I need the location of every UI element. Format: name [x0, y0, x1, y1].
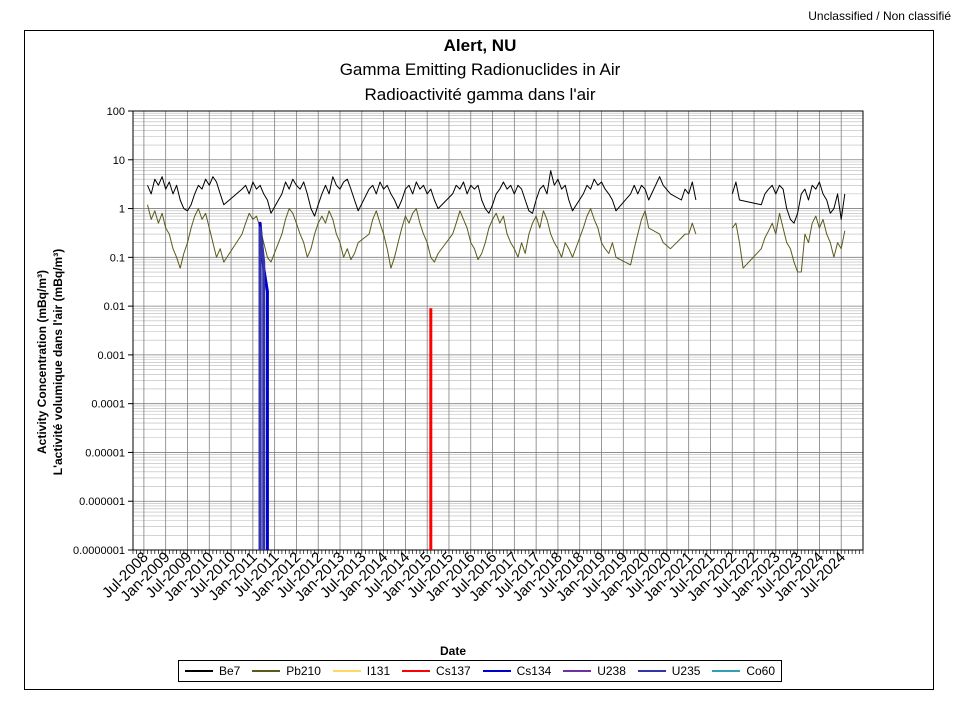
legend-item-i131: I131	[332, 664, 391, 678]
legend-label: U235	[671, 664, 701, 678]
legend-label: Pb210	[286, 664, 321, 678]
y-tick-label: 0.001	[97, 350, 125, 362]
legend-label: U238	[597, 664, 626, 678]
legend-swatch	[563, 670, 592, 672]
legend-swatch	[252, 670, 281, 672]
y-tick-label: 100	[107, 106, 125, 118]
legend-item-cs137: Cs137	[402, 664, 471, 678]
series-line-be7	[731, 181, 846, 224]
y-tick-label: 0.0001	[91, 399, 125, 411]
legend-label: Cs137	[436, 664, 471, 678]
classification-label: Unclassified / Non classifié	[808, 9, 951, 23]
legend-item-u238: U238	[563, 664, 626, 678]
legend-item-co60: Co60	[712, 664, 775, 678]
series-line-be7	[147, 170, 697, 217]
legend-swatch	[482, 670, 511, 672]
legend-label: I131	[366, 664, 391, 678]
x-axis-label: Date	[440, 644, 467, 658]
legend-label: Cs134	[516, 664, 552, 678]
chart-subtitle-en: Gamma Emitting Radionuclides in Air	[339, 60, 621, 79]
legend-item-be7: Be7	[184, 664, 241, 678]
legend-swatch	[637, 670, 666, 672]
chart-frame	[24, 30, 934, 690]
legend-swatch	[184, 670, 213, 672]
series-line-pb210	[731, 212, 846, 273]
legend-label: Co60	[746, 664, 776, 678]
plot-border	[132, 110, 864, 551]
legend-item-u235: U235	[637, 664, 701, 678]
y-tick-label: 0.0000001	[73, 545, 125, 557]
y-axis-label-en: Activity Concentration (mBq/m³)	[35, 269, 49, 455]
y-tick-label: 0.1	[110, 252, 125, 264]
chart-title: Alert, NU	[443, 36, 517, 55]
series-line-u235	[258, 226, 266, 550]
legend-swatch	[332, 670, 361, 672]
y-tick-label: 0.01	[104, 301, 125, 313]
chart-subtitle-fr: Radioactivité gamma dans l'air	[364, 85, 596, 104]
legend: Be7 Pb210 I131 Cs137 Cs134 U238 U235 Co60	[178, 660, 782, 682]
y-tick-label: 0.000001	[79, 496, 125, 508]
y-tick-label: 1	[119, 204, 125, 216]
legend-swatch	[402, 670, 431, 672]
legend-item-cs134: Cs134	[482, 664, 552, 678]
y-axis-label-fr: L'activité volumique dans l'air (mBq/m³)	[51, 248, 65, 476]
legend-label: Be7	[218, 664, 241, 678]
y-tick-label: 10	[113, 155, 125, 167]
legend-item-pb210: Pb210	[252, 664, 321, 678]
series-line-pb210	[147, 204, 697, 269]
legend-swatch	[712, 670, 741, 672]
y-tick-label: 0.00001	[85, 447, 125, 459]
plot-area	[133, 111, 863, 550]
